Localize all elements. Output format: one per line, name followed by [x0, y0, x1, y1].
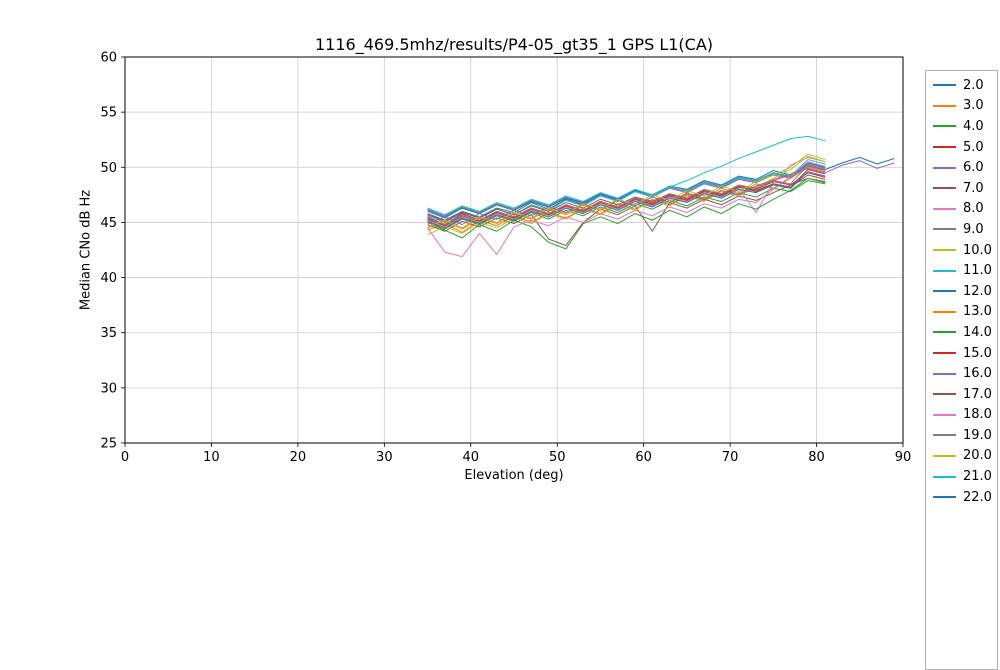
legend-item: 12.0	[926, 281, 997, 302]
x-tick-label: 20	[290, 450, 307, 465]
y-tick-label: 45	[100, 216, 117, 231]
legend-line-sample	[933, 104, 956, 107]
y-tick-label: 30	[100, 381, 117, 396]
series-line-18.0	[427, 161, 826, 258]
legend-label: 14.0	[963, 324, 992, 340]
legend-item: 8.0	[926, 199, 997, 220]
legend-item: 11.0	[926, 260, 997, 281]
legend-item: 2.0	[926, 75, 997, 96]
chart-title: 1116_469.5mhz/results/P4-05_gt35_1 GPS L…	[314, 35, 714, 54]
legend-label: 3.0	[963, 98, 984, 114]
legend-item: 7.0	[926, 178, 997, 199]
series-line-19.0	[427, 164, 826, 226]
y-tick-label: 35	[100, 326, 117, 341]
y-tick-label: 25	[100, 437, 117, 452]
series-line-14.0	[427, 177, 826, 250]
legend-line-sample	[933, 393, 956, 396]
legend-label: 18.0	[963, 407, 992, 423]
y-tick-label: 40	[100, 271, 117, 286]
legend-item: 13.0	[926, 302, 997, 323]
x-tick-label: 10	[203, 450, 220, 465]
legend-line-sample	[933, 475, 956, 478]
y-tick-label: 50	[100, 161, 117, 176]
legend-item: 3.0	[926, 96, 997, 117]
legend-item: 15.0	[926, 343, 997, 364]
x-tick-label: 50	[549, 450, 566, 465]
legend-line-sample	[933, 228, 956, 231]
legend-item: 4.0	[926, 116, 997, 137]
series-line-10.0	[427, 155, 826, 236]
x-tick-label: 70	[722, 450, 739, 465]
x-tick-label: 0	[121, 450, 129, 465]
legend-label: 17.0	[963, 386, 992, 402]
legend-label: 19.0	[963, 427, 992, 443]
legend-item: 17.0	[926, 384, 997, 405]
legend-label: 7.0	[963, 180, 984, 196]
legend-label: 2.0	[963, 77, 984, 93]
x-axis-label: Elevation (deg)	[464, 468, 564, 483]
legend-item: 18.0	[926, 405, 997, 426]
legend-label: 5.0	[963, 139, 984, 155]
legend-line-sample	[933, 434, 956, 437]
legend-item: 14.0	[926, 322, 997, 343]
legend-label: 10.0	[963, 242, 992, 258]
legend-line-sample	[933, 352, 956, 355]
x-tick-label: 40	[463, 450, 480, 465]
legend-line-sample	[933, 187, 956, 190]
series-line-15.0	[427, 168, 826, 227]
legend-line-sample	[933, 249, 956, 252]
legend-item: 22.0	[926, 487, 997, 508]
series-line-20.0	[427, 153, 826, 229]
series-line-17.0	[427, 174, 826, 222]
legend-label: 6.0	[963, 160, 984, 176]
series-line-21.0	[427, 159, 826, 216]
legend-item: 10.0	[926, 240, 997, 261]
legend-line-sample	[933, 146, 956, 149]
legend: 2.0 3.0 4.0 5.0 6.0 7.0 8.0 9.0 10.0 11.0 12.0 13.0…	[925, 70, 998, 670]
x-tick-label: 80	[808, 450, 825, 465]
y-tick-label: 55	[100, 106, 117, 121]
legend-label: 4.0	[963, 118, 984, 134]
legend-label: 15.0	[963, 345, 992, 361]
legend-line-sample	[933, 372, 956, 375]
plot-border	[124, 56, 904, 444]
y-axis-label: Median CNo dB Hz	[78, 189, 94, 311]
legend-item: 16.0	[926, 363, 997, 384]
x-tick-label: 90	[895, 450, 912, 465]
legend-line-sample	[933, 125, 956, 128]
legend-item: 5.0	[926, 137, 997, 158]
legend-line-sample	[933, 290, 956, 293]
plot-svg: 0 10 20 30 40 50 60 70 80 90 25 30 35 40 45 50 55 60	[100, 51, 912, 466]
y-tick-label: 60	[100, 51, 117, 66]
legend-label: 16.0	[963, 366, 992, 382]
x-tick-label: 30	[376, 450, 393, 465]
legend-label: 13.0	[963, 304, 992, 320]
series-line-4.0	[427, 180, 826, 230]
legend-line-sample	[933, 454, 956, 457]
legend-line-sample	[933, 207, 956, 210]
legend-item: 20.0	[926, 446, 997, 467]
legend-line-sample	[933, 413, 956, 416]
series-line-7.0	[427, 177, 826, 247]
legend-item: 9.0	[926, 219, 997, 240]
legend-label: 11.0	[963, 263, 992, 279]
x-tick-label: 60	[635, 450, 652, 465]
legend-item: 6.0	[926, 157, 997, 178]
legend-line-sample	[933, 166, 956, 169]
legend-label: 12.0	[963, 283, 992, 299]
legend-line-sample	[933, 84, 956, 87]
series-line-16.0	[427, 160, 895, 226]
legend-item: 21.0	[926, 466, 997, 487]
legend-line-sample	[933, 496, 956, 499]
legend-label: 8.0	[963, 201, 984, 217]
legend-line-sample	[933, 269, 956, 272]
legend-label: 9.0	[963, 221, 984, 237]
legend-item: 19.0	[926, 425, 997, 446]
legend-label: 22.0	[963, 489, 992, 505]
series-line-22.0	[427, 171, 826, 229]
legend-label: 20.0	[963, 448, 992, 464]
legend-label: 21.0	[963, 469, 992, 485]
legend-line-sample	[933, 310, 956, 313]
legend-line-sample	[933, 331, 956, 334]
